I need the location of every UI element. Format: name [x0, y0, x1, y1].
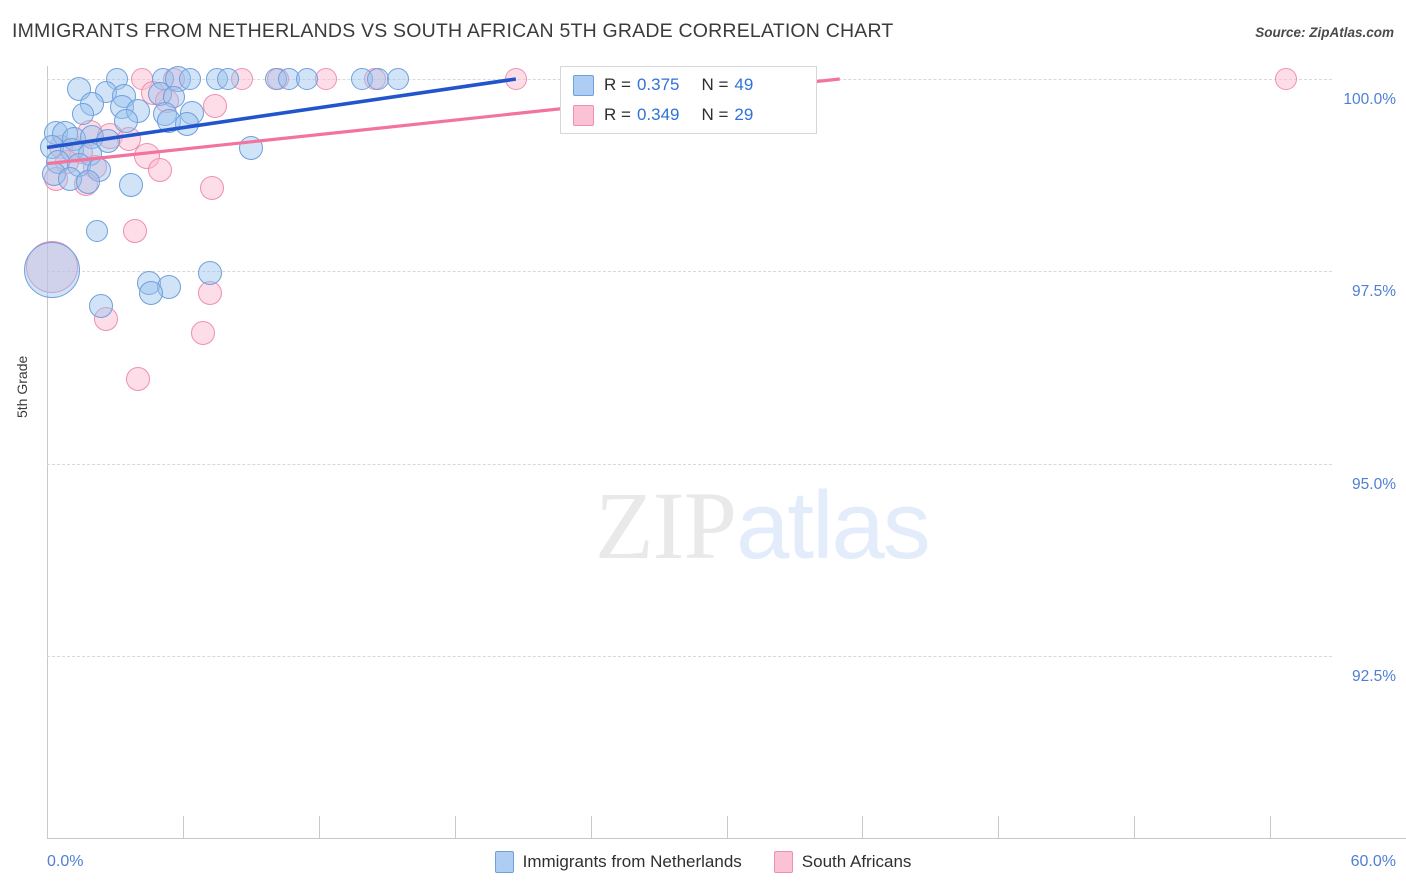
- scatter-point: [123, 219, 148, 244]
- scatter-point: [75, 170, 100, 195]
- gridline: [47, 463, 1332, 465]
- x-axis-tick: [862, 816, 864, 838]
- watermark-zip: ZIP: [595, 472, 737, 579]
- scatter-point: [200, 176, 225, 201]
- scatter-point: [198, 260, 223, 285]
- x-axis-line: [47, 838, 1406, 839]
- n-value-south-africans: 29: [734, 105, 754, 124]
- scatter-point: [202, 93, 227, 118]
- stat-row-south-africans: R = 0.349 N = 29: [573, 101, 804, 129]
- x-axis-tick: [998, 816, 1000, 838]
- watermark: ZIPatlas: [595, 470, 931, 581]
- y-axis-tick-label: 100.0%: [1343, 91, 1396, 108]
- r-value-netherlands: 0.375: [636, 75, 680, 94]
- y-axis-tick-label: 92.5%: [1352, 668, 1396, 685]
- scatter-point: [296, 68, 319, 90]
- scatter-point: [72, 102, 95, 125]
- legend-swatch-south-africans: [773, 851, 793, 873]
- scatter-point: [139, 280, 164, 305]
- x-axis-max-label: 60.0%: [1350, 853, 1396, 870]
- r-label-netherlands: R =: [604, 75, 631, 94]
- scatter-point: [191, 320, 216, 345]
- scatter-point: [238, 136, 263, 161]
- x-axis-tick: [726, 816, 728, 838]
- n-label-south-africans: N =: [701, 105, 729, 124]
- n-label-netherlands: N =: [701, 75, 729, 94]
- r-value-south-africans: 0.349: [636, 105, 680, 124]
- legend-label-netherlands: Immigrants from Netherlands: [522, 852, 742, 871]
- scatter-point: [175, 111, 200, 136]
- x-axis-min-label: 0.0%: [47, 853, 84, 870]
- chart-legend: Immigrants from Netherlands South Africa…: [0, 851, 1406, 873]
- series-swatch-south-africans: [573, 104, 594, 126]
- plot-area: ZIPatlas: [23, 66, 1332, 838]
- r-label-south-africans: R =: [604, 105, 631, 124]
- gridline: [47, 656, 1332, 657]
- x-axis-tick: [590, 816, 592, 838]
- x-axis-tick: [47, 816, 48, 838]
- stat-row-netherlands: R = 0.375 N = 49: [573, 71, 804, 99]
- scatter-point: [178, 68, 201, 90]
- x-axis-tick: [1270, 816, 1272, 838]
- y-axis-tick-label: 95.0%: [1352, 475, 1396, 493]
- series-swatch-netherlands: [573, 74, 594, 96]
- legend-item-south-africans[interactable]: South Africans: [773, 851, 912, 873]
- legend-item-netherlands[interactable]: Immigrants from Netherlands: [494, 851, 742, 873]
- y-axis-title: 5th Grade: [14, 355, 30, 418]
- gridline: [47, 271, 1332, 273]
- x-axis-tick: [454, 816, 456, 838]
- y-axis-line: [47, 66, 48, 838]
- legend-label-south-africans: South Africans: [801, 852, 912, 871]
- scatter-point: [387, 68, 410, 90]
- source-attribution: Source: ZipAtlas.com: [1255, 25, 1394, 40]
- scatter-point: [198, 280, 223, 305]
- watermark-atlas: atlas: [736, 472, 931, 579]
- page-title: IMMIGRANTS FROM NETHERLANDS VS SOUTH AFR…: [12, 20, 894, 42]
- x-axis-tick: [1134, 816, 1136, 838]
- scatter-point: [504, 68, 527, 90]
- scatter-point: [23, 241, 80, 298]
- scatter-point: [366, 68, 389, 90]
- scatter-point: [118, 173, 143, 198]
- scatter-point: [148, 157, 173, 182]
- scatter-point: [1274, 68, 1297, 90]
- x-axis-tick: [318, 816, 320, 838]
- n-value-netherlands: 49: [734, 75, 754, 94]
- correlation-stats-box: R = 0.375 N = 49 R = 0.349 N = 29: [560, 66, 817, 134]
- scatter-point: [89, 293, 114, 318]
- y-axis-tick-label: 97.5%: [1352, 283, 1396, 301]
- scatter-point: [85, 219, 108, 242]
- legend-swatch-netherlands: [494, 851, 514, 873]
- scatter-point: [125, 367, 150, 392]
- x-axis-tick: [182, 816, 184, 838]
